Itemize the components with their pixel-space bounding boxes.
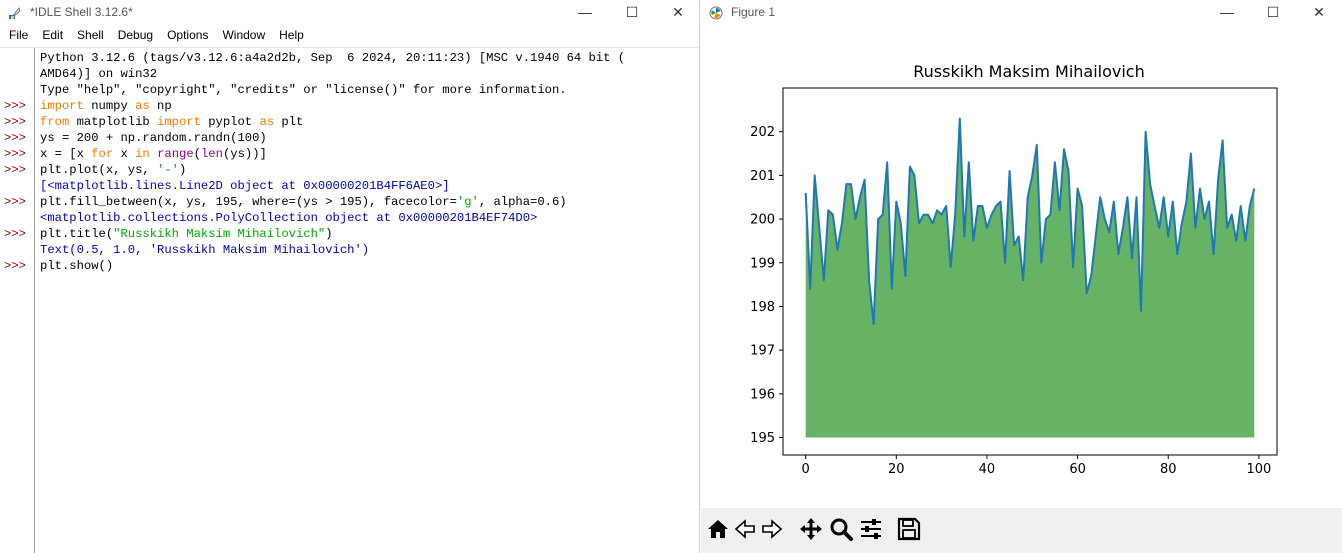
fill-area (805, 118, 1255, 438)
idle-titlebar[interactable]: *IDLE Shell 3.12.6* — ☐ ✕ (0, 0, 699, 25)
y-tick-label: 202 (750, 125, 775, 140)
code-line: plt.plot(x, ys, '-') (40, 163, 187, 177)
prompt: >>> (4, 147, 26, 161)
menu-options[interactable]: Options (167, 28, 209, 42)
maximize-icon[interactable]: ☐ (1266, 4, 1280, 20)
prompt: >>> (4, 227, 26, 241)
menu-file[interactable]: File (9, 28, 29, 42)
output-line: [<matplotlib.lines.Line2D object at 0x00… (40, 179, 450, 193)
figure-toolbar (701, 508, 1342, 553)
y-tick-label: 201 (750, 169, 775, 184)
home-icon[interactable] (705, 516, 731, 542)
zoom-magnifier-icon[interactable] (828, 516, 854, 542)
banner-line: Python 3.12.6 (tags/v3.12.6:a4a2d2b, Sep… (40, 51, 626, 65)
idle-window-title: *IDLE Shell 3.12.6* (30, 5, 133, 19)
back-arrow-icon[interactable] (732, 516, 758, 542)
minimize-icon[interactable]: — (578, 4, 592, 20)
axes-frame (782, 87, 1278, 456)
menu-help[interactable]: Help (279, 28, 304, 42)
code-line: import numpy as np (40, 99, 172, 113)
banner-line: AMD64)] on win32 (40, 67, 158, 81)
matplotlib-logo-icon (709, 6, 723, 20)
x-tick-label: 40 (979, 462, 996, 477)
idle-shell-window: *IDLE Shell 3.12.6* — ☐ ✕ File Edit Shel… (0, 0, 700, 553)
prompt: >>> (4, 163, 26, 177)
save-floppy-icon[interactable] (896, 516, 922, 542)
output-line: Text(0.5, 1.0, 'Russkikh Maksim Mihailov… (40, 243, 370, 257)
series-line (804, 117, 1256, 325)
x-tick-label: 20 (888, 462, 905, 477)
prompt: >>> (4, 259, 26, 273)
y-tick-label: 196 (750, 387, 775, 402)
prompt: >>> (4, 115, 26, 129)
x-tick-label: 60 (1069, 462, 1086, 477)
y-tick-label: 195 (750, 431, 775, 446)
shell-text-area[interactable]: >>> >>> >>> >>> >>> >>> >>> >>> Python 3… (0, 47, 699, 553)
idle-menubar: File Edit Shell Debug Options Window Hel… (0, 25, 699, 45)
forward-arrow-icon[interactable] (759, 516, 785, 542)
code-line: ys = 200 + np.random.randn(100) (40, 131, 267, 145)
figure-window-title: Figure 1 (731, 5, 776, 19)
configure-subplots-icon[interactable] (858, 516, 884, 542)
y-tick-label: 199 (750, 256, 775, 271)
x-tick-label: 80 (1160, 462, 1177, 477)
menu-edit[interactable]: Edit (42, 28, 64, 42)
prompt: >>> (4, 131, 26, 145)
y-tick-label: 197 (750, 344, 775, 359)
close-icon[interactable]: ✕ (1313, 4, 1325, 20)
x-tick-label: 100 (1246, 462, 1271, 477)
figure-window: Figure 1 — ☐ ✕ 0 20 40 60 80 100 195 196 197 198… (701, 0, 1342, 553)
pan-move-icon[interactable] (798, 516, 824, 542)
code-line: plt.fill_between(x, ys, 195, where=(ys >… (40, 195, 567, 209)
chart-title: Russkikh Maksim Mihailovich (913, 62, 1144, 81)
python-feather-icon (9, 7, 21, 19)
prompt: >>> (4, 99, 26, 113)
close-icon[interactable]: ✕ (672, 4, 684, 20)
menu-shell[interactable]: Shell (77, 28, 104, 42)
code-line: x = [x for x in range(len(ys))] (40, 147, 267, 161)
prompt: >>> (4, 195, 26, 209)
code-line: plt.show() (40, 259, 114, 273)
figure-titlebar[interactable]: Figure 1 — ☐ ✕ (701, 0, 1342, 25)
minimize-icon[interactable]: — (1220, 4, 1234, 20)
y-tick-label: 198 (750, 300, 775, 315)
menu-debug[interactable]: Debug (117, 28, 154, 42)
x-tick-label: 0 (802, 462, 810, 477)
maximize-icon[interactable]: ☐ (625, 4, 639, 20)
banner-line: Type "help", "copyright", "credits" or "… (40, 83, 567, 97)
code-line: plt.title("Russkikh Maksim Mihailovich") (40, 227, 333, 241)
menu-window[interactable]: Window (222, 28, 266, 42)
chart: 0 20 40 60 80 100 195 196 197 198 199 200 201 202 Ru… (701, 25, 1342, 508)
code-line: from matplotlib import pyplot as plt (40, 115, 304, 129)
y-tick-label: 200 (750, 213, 775, 228)
prompt-gutter: >>> >>> >>> >>> >>> >>> >>> >>> (0, 48, 35, 553)
output-line: <matplotlib.collections.PolyCollection o… (40, 211, 538, 225)
